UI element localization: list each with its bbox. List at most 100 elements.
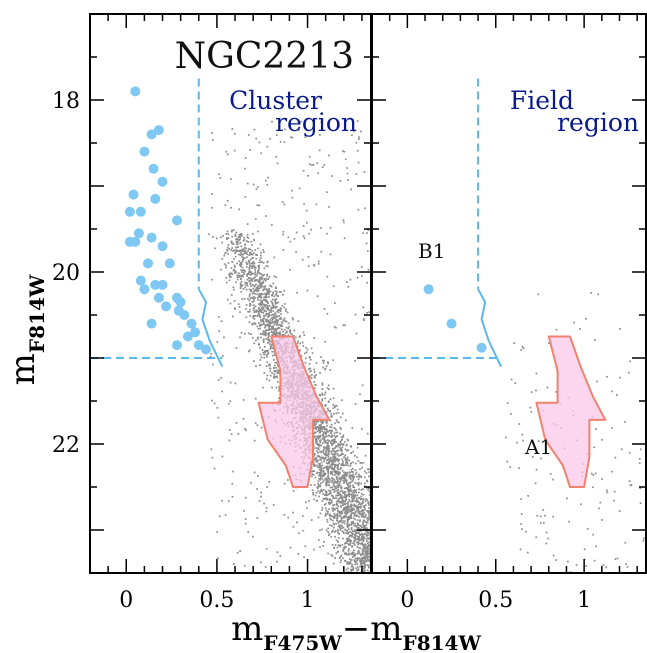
field-star — [324, 457, 327, 459]
field-star — [268, 295, 270, 298]
field-star — [330, 460, 333, 462]
field-star — [310, 374, 313, 376]
field-star — [381, 555, 383, 557]
field-star — [374, 520, 376, 522]
field-star — [348, 488, 350, 491]
field-star — [263, 273, 265, 276]
field-star — [260, 356, 263, 359]
field-star — [350, 540, 353, 542]
field-star — [345, 479, 348, 481]
field-star — [357, 208, 360, 211]
field-star — [346, 540, 349, 543]
field-star — [334, 459, 337, 461]
field-star — [351, 568, 354, 571]
field-star — [351, 499, 353, 502]
field-star — [381, 548, 383, 550]
field-star — [343, 496, 345, 498]
field-star — [324, 494, 326, 497]
x-tick-label: 0.5 — [478, 588, 513, 613]
field-star — [234, 266, 236, 268]
field-star — [349, 465, 352, 467]
field-star — [321, 456, 324, 459]
field-star — [264, 279, 267, 282]
field-star — [282, 334, 285, 337]
field-star — [334, 471, 336, 474]
field-star — [343, 150, 346, 153]
field-star — [356, 499, 358, 501]
field-star — [365, 553, 367, 555]
field-star — [368, 511, 371, 514]
field-star — [271, 314, 273, 316]
field-star — [347, 449, 350, 451]
field-star — [260, 257, 262, 259]
field-star — [359, 462, 362, 464]
field-star — [353, 489, 356, 491]
field-star — [334, 406, 336, 409]
field-star — [597, 293, 599, 296]
field-star — [246, 236, 249, 239]
field-star — [375, 532, 377, 534]
field-star — [323, 428, 326, 431]
field-star — [317, 263, 320, 265]
field-star — [513, 342, 515, 344]
field-star — [272, 333, 275, 336]
field-star — [374, 567, 376, 569]
field-star — [361, 512, 364, 515]
field-star — [266, 289, 268, 292]
field-star — [356, 523, 359, 525]
field-star — [345, 541, 347, 544]
field-star — [368, 311, 371, 313]
x-tick-label: 1 — [301, 588, 315, 613]
field-star — [350, 452, 353, 454]
field-star — [399, 568, 401, 570]
field-star — [247, 350, 250, 353]
field-star — [393, 564, 395, 566]
field-star — [269, 343, 271, 345]
field-star — [335, 435, 338, 438]
field-star — [596, 380, 598, 383]
field-star — [248, 266, 251, 269]
field-star — [339, 527, 342, 530]
field-star — [311, 473, 314, 475]
field-star — [259, 327, 262, 330]
field-star — [227, 237, 230, 239]
field-star — [339, 515, 342, 517]
field-star — [337, 491, 339, 493]
field-star — [278, 386, 280, 388]
field-star — [344, 448, 347, 451]
field-star — [340, 501, 343, 503]
field-star — [211, 193, 213, 195]
field-star — [375, 490, 377, 492]
field-star — [235, 243, 238, 246]
field-star — [339, 512, 341, 515]
field-star — [345, 532, 347, 534]
field-star — [337, 511, 339, 513]
field-star — [358, 501, 361, 504]
field-star — [320, 121, 323, 123]
field-star — [319, 478, 322, 481]
field-star — [254, 280, 256, 282]
field-star — [351, 134, 353, 137]
field-star — [374, 531, 376, 533]
field-star — [253, 318, 256, 320]
field-star — [366, 510, 368, 512]
field-star — [350, 565, 353, 568]
field-star — [366, 545, 368, 548]
field-star — [266, 356, 268, 358]
blue-star — [157, 176, 168, 187]
field-star — [252, 316, 254, 319]
field-star — [335, 445, 338, 448]
field-star — [366, 550, 369, 553]
field-star — [378, 558, 380, 560]
field-star — [375, 266, 377, 268]
field-star — [355, 489, 358, 491]
field-star — [224, 514, 227, 516]
field-star — [266, 275, 269, 277]
field-star — [320, 468, 323, 471]
field-star — [252, 287, 254, 290]
field-star — [352, 486, 354, 489]
field-star — [211, 399, 213, 402]
field-star — [332, 454, 335, 456]
field-star — [343, 545, 346, 548]
field-star — [233, 288, 235, 291]
